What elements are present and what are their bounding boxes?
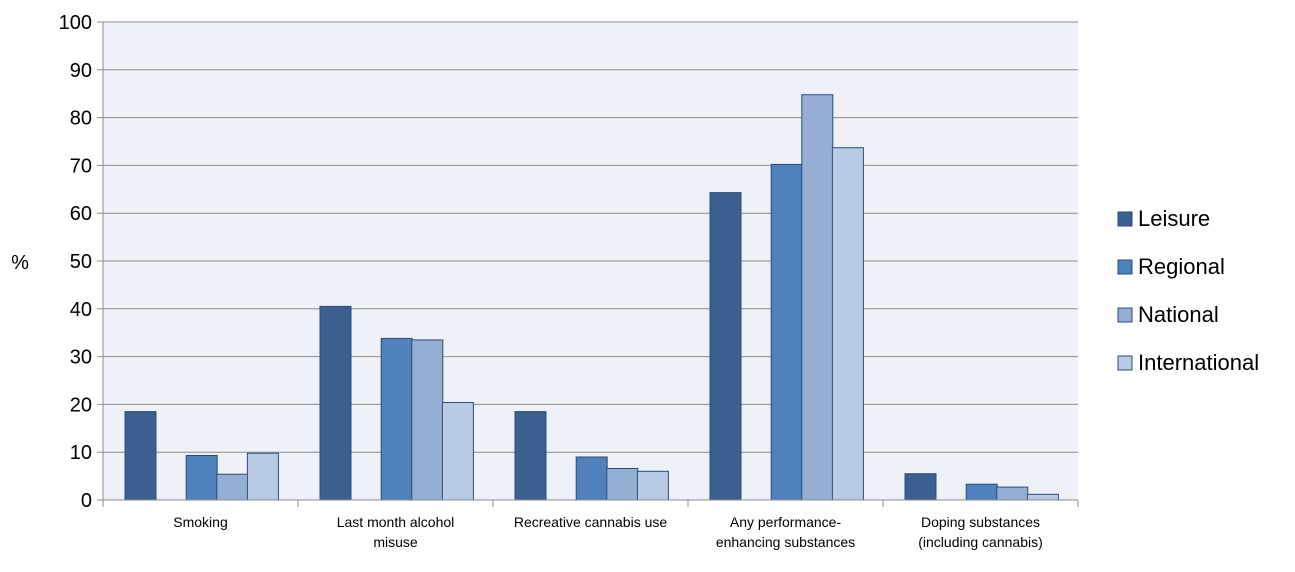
bar-international [831, 147, 864, 501]
legend-label: Regional [1138, 254, 1225, 279]
y-tick-label: 0 [81, 490, 92, 512]
y-tick-label: 10 [70, 442, 92, 464]
x-category-label: (including cannabis) [918, 534, 1043, 550]
bar-regional [380, 337, 413, 501]
axes: 0 10 20 30 40 50 60 70 80 90 100 Smoking Last month … [59, 12, 1079, 550]
x-category-label: enhancing substances [716, 534, 855, 550]
x-category-label: Any performance- [730, 514, 842, 530]
x-category-label: Last month alcohol [337, 514, 455, 530]
legend-swatch [1117, 259, 1133, 275]
bar-international [636, 470, 669, 501]
bar-national [216, 473, 249, 501]
x-category-label: Recreative cannabis use [514, 514, 668, 530]
bar-national [801, 94, 834, 501]
bar-regional [185, 455, 218, 501]
y-tick-label: 80 [70, 108, 92, 130]
bar-leisure [514, 411, 547, 501]
legend-label: National [1138, 302, 1219, 327]
x-category-label: Smoking [173, 514, 227, 530]
bar-leisure [124, 411, 157, 501]
legend-swatch [1117, 211, 1133, 227]
bar-regional [965, 483, 998, 501]
bar-leisure [319, 305, 352, 501]
y-tick-label: 90 [70, 60, 92, 82]
y-tick-label: 20 [70, 394, 92, 416]
bar-international [246, 452, 279, 501]
legend-label: Leisure [1138, 206, 1210, 231]
bar-regional [575, 456, 608, 501]
y-tick-label: 40 [70, 299, 92, 321]
bars [124, 94, 1059, 501]
bar-regional [770, 163, 803, 501]
y-tick-label: 100 [59, 12, 92, 34]
y-axis-title: % [11, 252, 29, 274]
bar-national [411, 339, 444, 501]
legend-swatch [1117, 307, 1133, 323]
bar-leisure [904, 473, 937, 501]
y-tick-label: 30 [70, 347, 92, 369]
bar-international [1026, 493, 1059, 501]
y-tick-label: 50 [70, 251, 92, 273]
gridlines [103, 21, 1078, 453]
legend: Leisure Regional National International [1117, 206, 1259, 375]
legend-label: International [1138, 350, 1259, 375]
bar-international [441, 402, 474, 501]
bar-national [996, 486, 1029, 501]
x-category-label: misuse [373, 534, 418, 550]
y-tick-label: 70 [70, 155, 92, 177]
x-category-label: Doping substances [921, 514, 1040, 530]
bar-leisure [709, 192, 742, 501]
y-tick-label: 60 [70, 203, 92, 225]
legend-swatch [1117, 355, 1133, 371]
bar-national [606, 468, 639, 501]
